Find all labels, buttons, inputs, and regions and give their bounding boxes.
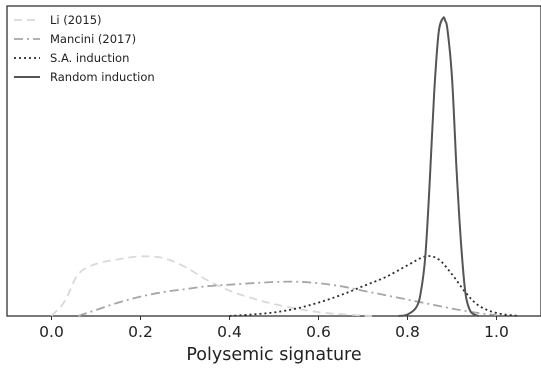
legend-label-2: Mancini (2017) (50, 32, 136, 46)
legend-label-1: Li (2015) (50, 13, 102, 27)
x-tick-label: 0.6 (306, 323, 331, 341)
legend-label-4: Random induction (50, 70, 155, 84)
x-tick-label: 0.2 (128, 323, 153, 341)
x-tick-label: 0.0 (39, 323, 64, 341)
series-line-3 (229, 255, 519, 317)
plot-frame (6, 5, 541, 317)
series-line-4 (398, 16, 479, 317)
series-line-2 (77, 280, 497, 317)
series-line-1 (50, 255, 372, 317)
x-axis-title: Polysemic signature (186, 345, 361, 365)
x-tick-label: 0.8 (395, 323, 420, 341)
x-tick-label: 0.4 (217, 323, 242, 341)
legend-label-3: S.A. induction (50, 51, 129, 65)
x-tick-label: 1.0 (484, 323, 509, 341)
